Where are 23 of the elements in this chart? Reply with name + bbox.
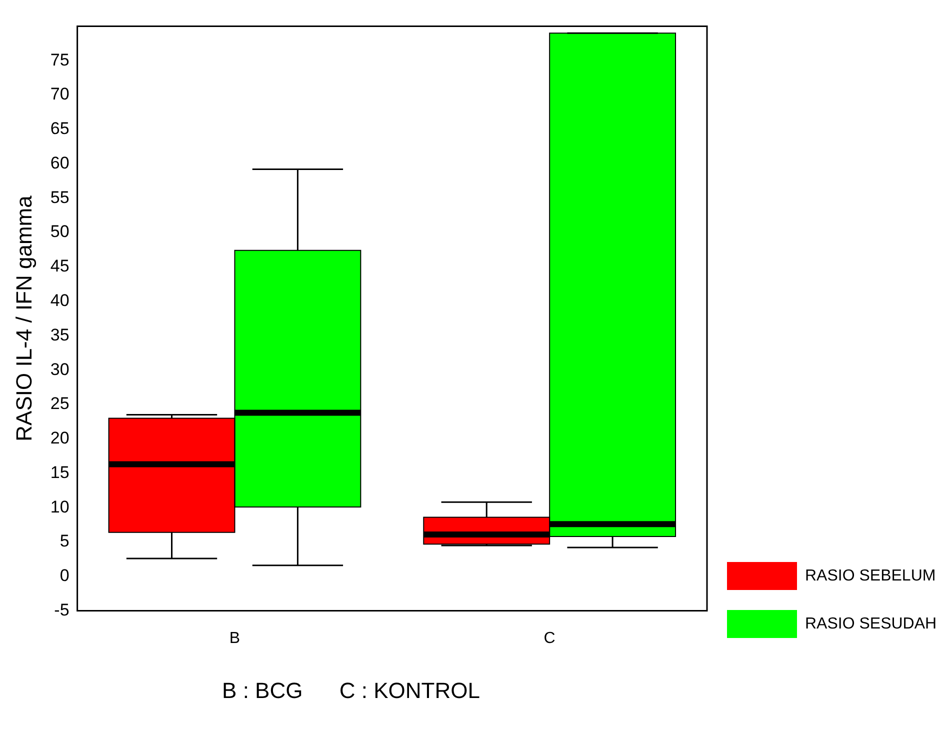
y-tick-label: 60: [50, 153, 70, 172]
text: B : BCG C : KONTROL: [221, 678, 481, 704]
y-tick-label: 55: [50, 188, 70, 207]
y-tick-label: 45: [50, 256, 70, 276]
y-tick-label: 0: [60, 566, 70, 586]
y-tick-label: 25: [50, 394, 70, 414]
legend-label: RASIO SEBELUM: [805, 567, 936, 584]
legend-label: RASIO SESUDAH: [805, 615, 937, 632]
y-tick-label: 15: [50, 462, 70, 482]
y-tick-label: 5: [60, 532, 70, 551]
y-tick-label: 75: [50, 50, 70, 70]
y-tick-label: 35: [50, 325, 70, 344]
y-axis-title: RASIO IL-4 / IFN gamma: [11, 194, 36, 442]
y-tick-label: 10: [50, 497, 70, 516]
y-tick-label: -5: [54, 600, 70, 620]
y-tick-label: 70: [50, 84, 70, 104]
x-tick-label: C: [544, 630, 556, 647]
y-tick-label: 65: [50, 119, 70, 138]
y-tick-label: 20: [50, 428, 70, 448]
y-tick-label: 50: [50, 222, 70, 242]
y-tick-label: 40: [50, 290, 70, 310]
y-tick-label: 30: [50, 360, 70, 379]
x-tick-label: B: [229, 630, 240, 647]
